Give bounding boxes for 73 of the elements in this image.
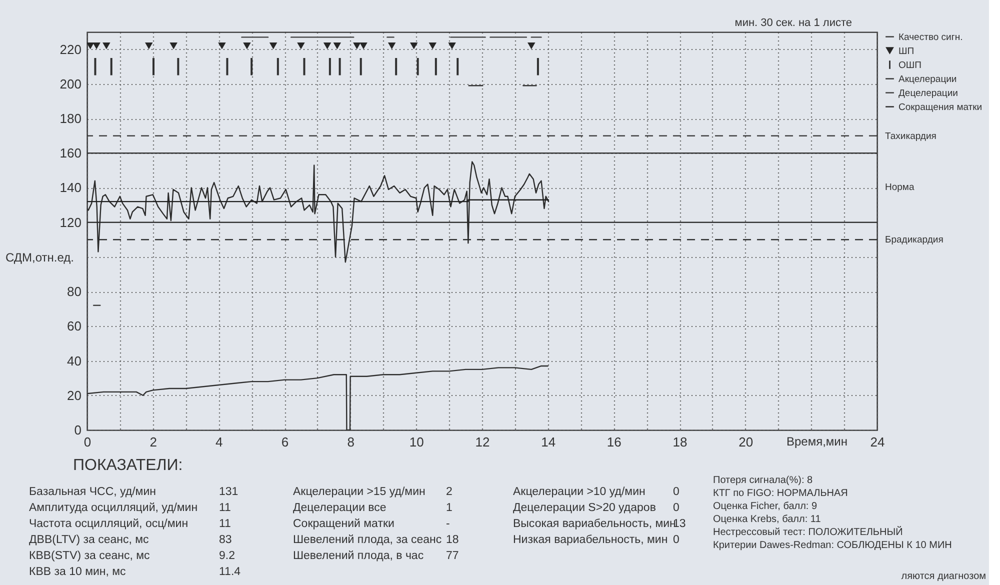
y-tick-label: 40 [67,353,82,368]
y-tick-label: 120 [60,214,82,230]
legend-label: Сокращения матки [898,102,982,113]
text: Частота осцилляций, осц/мин [29,518,188,530]
y-tick-label: 140 [60,180,82,196]
text: 77 [446,550,459,562]
legend-label: ОШП [898,60,922,71]
text: 0 [673,502,680,514]
text: 11 [219,502,231,514]
text: Оценка Krebs, балл: 11 [713,514,822,525]
text: 2 [446,486,452,498]
x-tick-label: 14 [541,434,556,450]
y-tick-label: 80 [67,284,82,300]
x-tick-label: 6 [281,434,289,450]
text: 9.2 [219,550,235,562]
text: ПОКАЗАТЕЛИ: [73,457,183,474]
text: Шевелений плода, в час [293,550,424,562]
text: Низкая вариабельность, мин [513,534,668,546]
text: Акцелерации >15 уд/мин [293,486,426,498]
text: мин. 30 сек. на 1 листе [734,17,852,29]
text: 1 [446,502,452,514]
x-tick-label: 2 [150,434,157,450]
x-tick-label: 10 [409,434,424,450]
text: Критерии Dawes-Redman: СОБЛЮДЕНЫ К 10 МИН [713,540,952,551]
y-tick-label: 200 [60,76,82,92]
text: Децелерации S>20 ударов [513,502,656,514]
legend-label: Акцелерации [898,74,957,85]
legend-label: ШП [898,46,914,57]
y-tick-label: 160 [60,146,82,161]
text: ДВВ(LTV) за сеанс, мс [29,534,150,546]
text: 83 [219,534,232,546]
text: Базальная ЧСС, уд/мин [29,486,156,498]
text: 13 [673,518,686,530]
y-tick-label: 20 [67,388,82,403]
x-tick-label: 18 [672,434,688,450]
text: 18 [446,534,459,546]
text: - [446,518,450,530]
text: 11.4 [219,566,242,578]
text: 131 [219,486,238,498]
text: 11 [219,518,231,530]
y-tick-label: 60 [67,318,82,334]
text: Сокращений матки [293,518,394,530]
x-tick-label: 12 [475,434,490,450]
ref-line-label: Брадикардия [885,234,944,246]
text: ляются диагнозом [901,571,986,582]
text: Амплитуда осцилляций, уд/мин [29,502,198,514]
x-tick-label: 4 [216,434,223,450]
x-tick-label: 16 [606,434,622,450]
text: Норма [885,182,915,194]
text: Децелерации все [293,502,386,514]
legend-label: Децелерации [898,88,958,99]
y-tick-label: 220 [60,42,82,57]
y-tick-label: 0 [74,422,82,438]
text: КВВ(STV) за сеанс, мс [29,550,150,562]
text: Потеря сигнала(%): 8 [713,475,814,486]
text: Оценка Ficher, балл: 9 [713,501,818,512]
x-tick-label: 8 [347,434,354,450]
text: КТГ по FIGO: НОРМАЛЬНАЯ [713,488,848,499]
ref-line-label: Тахикардия [885,130,936,142]
y-axis-title: СДМ,отн.ед. [6,250,74,264]
text: 0 [673,486,680,498]
text: Высокая вариабельность, мин [513,518,676,530]
x-axis-title: Время,мин [786,434,848,448]
x-tick-label: 0 [84,434,92,450]
text: КВВ за 10 мин, мс [29,566,126,578]
text: Акцелерации >10 уд/мин [513,486,646,498]
text: Нестрессовый тест: ПОЛОЖИТЕЛЬНЫЙ [713,525,903,538]
y-tick-label: 180 [60,111,82,126]
text: Шевелений плода, за сеанс [293,534,442,546]
x-tick-label: 20 [738,434,754,450]
x-tick-label: 24 [870,434,885,450]
legend-label: Качество сигн. [898,32,963,43]
text: 0 [673,534,680,546]
